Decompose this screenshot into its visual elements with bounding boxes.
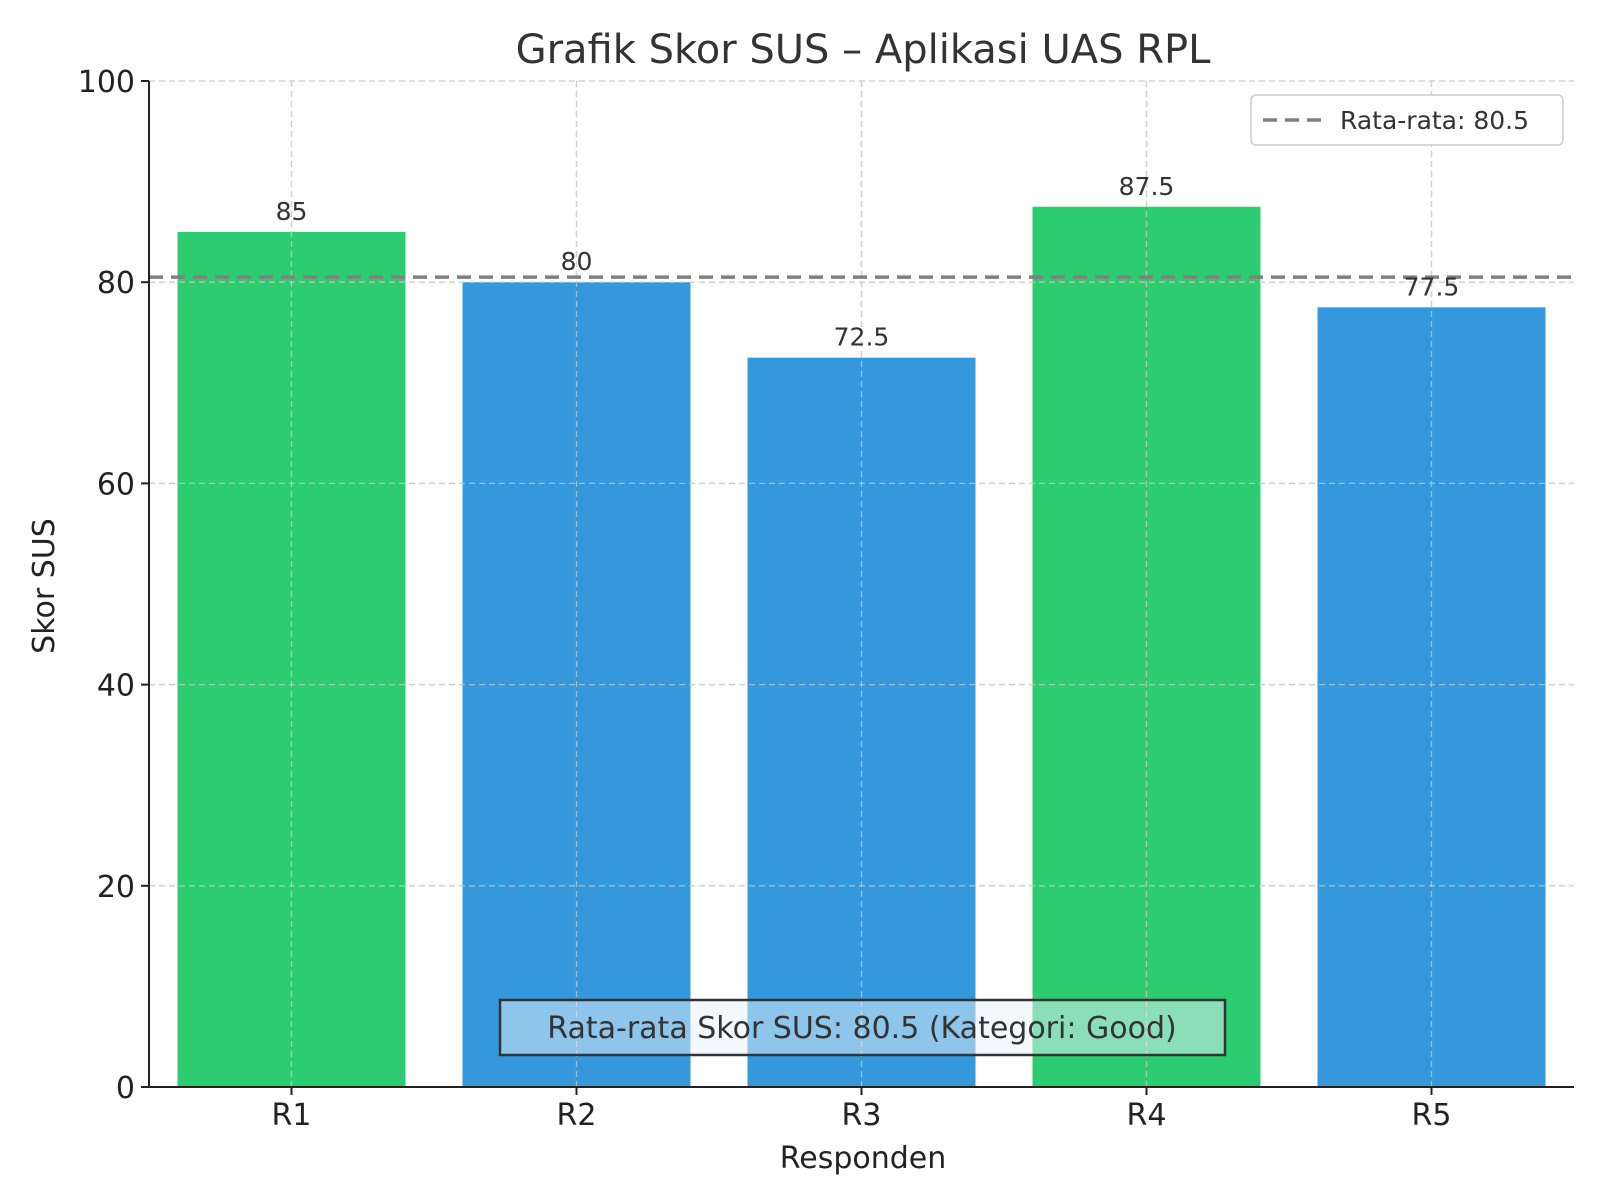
value-label-r5: 77.5 — [1404, 272, 1460, 301]
y-tick-label-0: 0 — [116, 1071, 135, 1106]
x-axis-label: Responden — [780, 1141, 947, 1176]
axes: 0 20 40 60 80 100 R1 R2 R3 R4 R5 — [78, 65, 1574, 1133]
x-tick-label-r5: R5 — [1412, 1098, 1452, 1133]
legend-label: Rata-rata: 80.5 — [1340, 106, 1529, 135]
bar-r1 — [177, 231, 406, 1087]
value-label-r4: 87.5 — [1119, 172, 1175, 201]
value-label-r1: 85 — [276, 197, 308, 226]
chart-title: Grafik Skor SUS – Aplikasi UAS RPL — [516, 27, 1212, 73]
y-tick-label-40: 40 — [97, 669, 135, 704]
y-tick-label-60: 60 — [97, 467, 135, 502]
value-label-r3: 72.5 — [834, 323, 890, 352]
y-tick-label-100: 100 — [78, 65, 135, 100]
y-tick-label-20: 20 — [97, 870, 135, 905]
annotation-box — [498, 998, 1227, 1057]
legend: Rata-rata: 80.5 — [1250, 94, 1564, 146]
annotation-text: Rata-rata Skor SUS: 80.5 (Kategori: Good… — [547, 1011, 1176, 1046]
y-axis-label: Skor SUS — [27, 518, 62, 654]
bar-value-labels: 85 80 72.5 87.5 77.5 — [276, 172, 1460, 352]
x-tick-label-r3: R3 — [842, 1098, 882, 1133]
average-annotation: Rata-rata Skor SUS: 80.5 (Kategori: Good… — [498, 998, 1227, 1057]
bars — [149, 80, 1574, 1088]
value-label-r2: 80 — [561, 247, 593, 276]
x-tick-label-r1: R1 — [272, 1098, 312, 1133]
bar-r5 — [1317, 307, 1546, 1088]
x-tick-label-r4: R4 — [1127, 1098, 1167, 1133]
y-tick-label-80: 80 — [97, 266, 135, 301]
legend-box — [1250, 94, 1564, 146]
x-tick-label-r2: R2 — [557, 1098, 597, 1133]
